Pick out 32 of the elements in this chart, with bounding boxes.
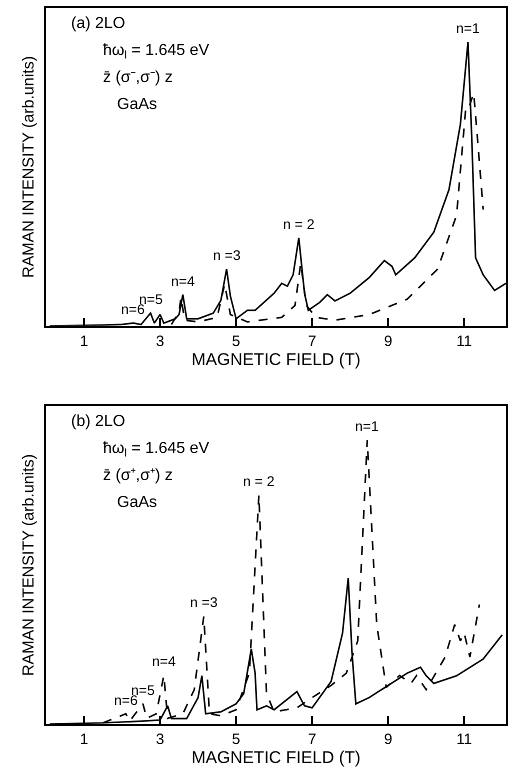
annotation: n = 2 xyxy=(243,473,275,489)
x-tick-label: 3 xyxy=(156,332,164,350)
annotation: n =3 xyxy=(190,594,218,610)
x-tick-label: 1 xyxy=(80,332,88,350)
annotation: z̄ (σ⁺,σ⁺) z xyxy=(103,467,173,484)
x-axis-title: MAGNETIC FIELD (T) xyxy=(191,748,361,767)
annotation: n=4 xyxy=(152,653,176,669)
x-tick-label: 3 xyxy=(156,731,164,748)
annotation: n = 2 xyxy=(283,216,315,232)
x-tick-label: 9 xyxy=(384,332,392,350)
y-axis-title: RAMAN INTENSITY (arb.units) xyxy=(20,454,38,676)
annotation: GaAs xyxy=(117,96,158,113)
annotation: n=1 xyxy=(355,418,379,434)
x-tick-label: 11 xyxy=(456,332,472,350)
x-tick-label: 5 xyxy=(232,731,240,748)
annotation: ħω$_{l}$ = 1.645 eV xyxy=(103,42,210,62)
y-axis-title: RAMAN INTENSITY (arb.units) xyxy=(20,56,38,278)
annotation: GaAs xyxy=(117,494,158,511)
x-tick-label: 7 xyxy=(308,332,316,350)
text: (a) 2LO xyxy=(71,15,126,32)
annotation: n=1 xyxy=(456,20,480,36)
annotation: n=4 xyxy=(171,273,195,289)
annotation: n =3 xyxy=(213,247,241,263)
x-tick-label: 9 xyxy=(384,731,392,748)
annotation: ħω$_{l}$ = 1.645 eV xyxy=(103,440,210,460)
x-tick-label: 1 xyxy=(80,731,88,748)
x-tick-label: 5 xyxy=(232,332,240,350)
text: (b) 2LO xyxy=(71,413,126,430)
x-tick-label: 11 xyxy=(456,731,472,748)
annotation: z̄ (σ⁻,σ⁻) z xyxy=(103,69,173,86)
x-axis-title: MAGNETIC FIELD (T) xyxy=(191,350,361,369)
x-tick-label: 7 xyxy=(308,731,316,748)
